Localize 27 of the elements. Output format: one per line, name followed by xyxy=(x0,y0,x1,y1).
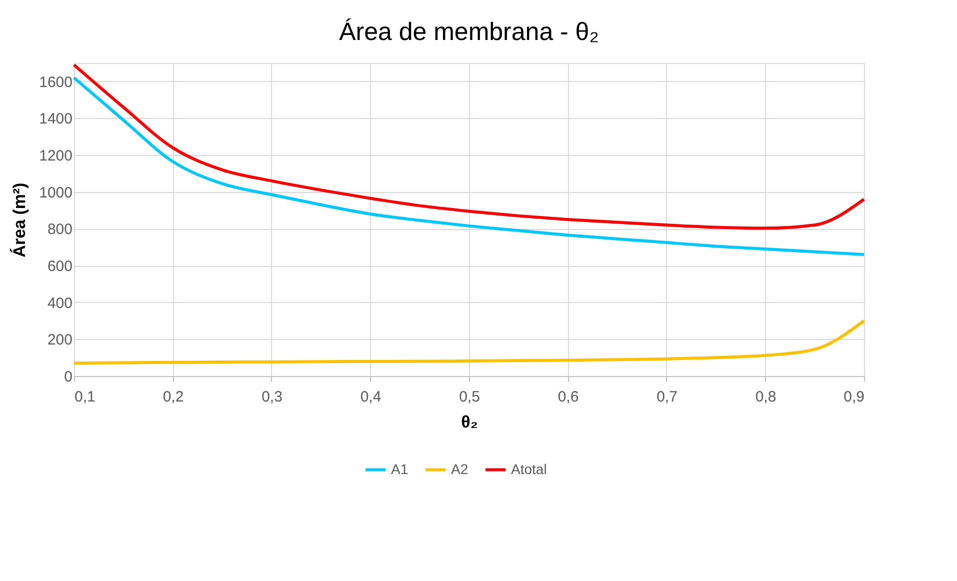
y-tick-label: 0 xyxy=(64,368,72,386)
x-tick-label: 0,9 xyxy=(844,388,864,406)
y-tick-label: 200 xyxy=(47,332,72,349)
x-axis-title: θ₂ xyxy=(461,412,478,432)
y-tick-label: 600 xyxy=(47,258,72,276)
y-tick-label: 1600 xyxy=(39,74,72,91)
x-tick-label: 0,6 xyxy=(558,388,579,406)
y-tick-label: 1200 xyxy=(39,148,72,165)
x-tick-label: 0,2 xyxy=(162,388,184,406)
x-tick-label: 0,1 xyxy=(74,388,96,406)
x-tick-label: 0,3 xyxy=(262,388,282,406)
legend-label: Atotal xyxy=(511,460,547,477)
line-series xyxy=(72,63,866,230)
legend-label: A1 xyxy=(391,460,408,477)
y-axis-title: Área (m²) xyxy=(9,182,30,258)
y-tick-label: 800 xyxy=(47,221,72,238)
legend-label: A2 xyxy=(451,460,468,477)
y-tick-label: 400 xyxy=(47,294,72,312)
chart-title: Área de membrana - θ₂ xyxy=(339,18,599,46)
x-tick-label: 0,5 xyxy=(459,388,480,406)
x-tick-label: 0,7 xyxy=(656,388,678,406)
x-tick-label: 0,4 xyxy=(360,388,382,406)
line-series xyxy=(72,319,866,365)
y-tick-label: 1400 xyxy=(39,110,72,128)
line-series xyxy=(72,76,866,256)
y-tick-label: 1000 xyxy=(39,184,72,202)
x-tick-label: 0,8 xyxy=(755,388,776,406)
